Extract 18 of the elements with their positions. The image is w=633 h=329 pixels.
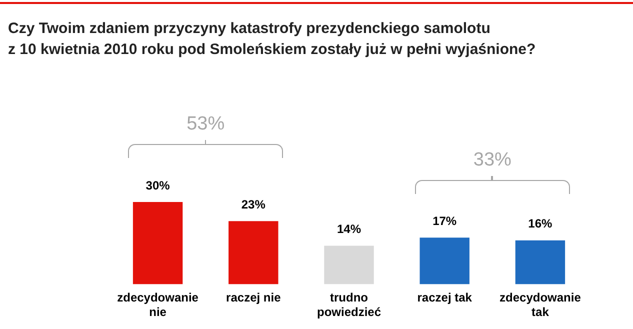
bar	[132, 202, 183, 284]
chart-title: Czy Twoim zdaniem przyczyny katastrofy prezydenckiego samolotu z 10 kwietnia 2010 roku pod Smoleńskiem zostały już w pełni wyjaśnione?	[8, 19, 536, 60]
bar	[420, 238, 470, 284]
bar	[228, 221, 278, 284]
x-tick-label: raczej nie	[226, 290, 282, 305]
x-tick-label: trudno powiedzieć	[316, 290, 382, 320]
text: 53%	[186, 114, 225, 135]
x-tick-label: zdecydowanie nie	[117, 290, 199, 320]
x-tick-label: zdecydowanie tak	[500, 290, 582, 320]
bar	[515, 240, 566, 284]
data-label: 30%	[146, 178, 170, 192]
data-label: 16%	[528, 216, 553, 231]
text: 33%	[473, 149, 512, 170]
x-tick-label: raczej tak	[417, 290, 472, 305]
bar	[324, 246, 374, 284]
data-label: 23%	[241, 197, 266, 212]
data-label: 17%	[432, 214, 457, 228]
data-label: 14%	[336, 222, 362, 236]
